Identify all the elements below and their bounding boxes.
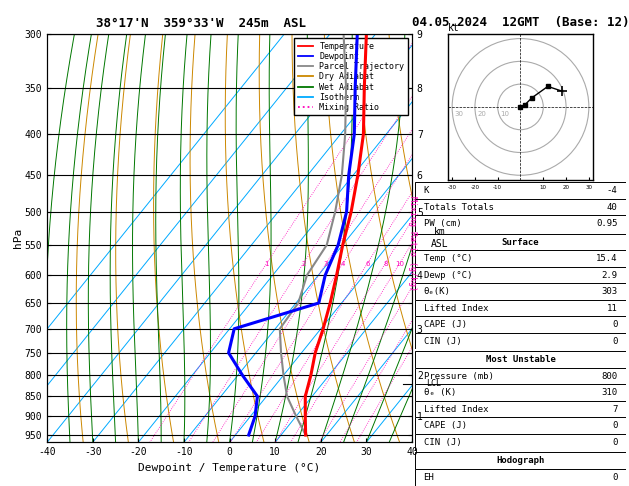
Text: 04.05.2024  12GMT  (Base: 12): 04.05.2024 12GMT (Base: 12)	[412, 16, 629, 29]
Text: 15.4: 15.4	[596, 254, 618, 263]
Text: 303: 303	[601, 287, 618, 296]
Text: PW (cm): PW (cm)	[423, 219, 461, 228]
Text: 0: 0	[612, 337, 618, 346]
Text: 8: 8	[383, 261, 387, 267]
Text: Surface: Surface	[502, 238, 539, 246]
Text: Dewp (°C): Dewp (°C)	[423, 271, 472, 279]
Text: 800: 800	[601, 372, 618, 381]
Text: 1: 1	[264, 261, 269, 267]
Text: θₑ(K): θₑ(K)	[423, 287, 450, 296]
Text: CIN (J): CIN (J)	[423, 337, 461, 346]
Text: CAPE (J): CAPE (J)	[423, 320, 467, 329]
Text: 310: 310	[601, 388, 618, 397]
Text: 11: 11	[607, 304, 618, 312]
Text: 20: 20	[477, 111, 486, 118]
Text: 0: 0	[612, 320, 618, 329]
Legend: Temperature, Dewpoint, Parcel Trajectory, Dry Adiabat, Wet Adiabat, Isotherm, Mi: Temperature, Dewpoint, Parcel Trajectory…	[294, 38, 408, 115]
Text: 15: 15	[422, 261, 431, 267]
Text: -4: -4	[607, 186, 618, 195]
Text: 0.95: 0.95	[596, 219, 618, 228]
Text: 2: 2	[301, 261, 306, 267]
Text: 38°17'N  359°33'W  245m  ASL: 38°17'N 359°33'W 245m ASL	[96, 17, 306, 30]
Text: CIN (J): CIN (J)	[423, 438, 461, 447]
Text: 10: 10	[500, 111, 509, 118]
Text: Mixing Ratio (g/kg): Mixing Ratio (g/kg)	[408, 195, 416, 291]
Text: kt: kt	[448, 23, 459, 33]
X-axis label: Dewpoint / Temperature (°C): Dewpoint / Temperature (°C)	[138, 463, 321, 473]
Text: 0: 0	[612, 473, 618, 482]
Text: 40: 40	[607, 203, 618, 211]
Text: 0: 0	[612, 438, 618, 447]
Text: 6: 6	[365, 261, 370, 267]
Text: Pressure (mb): Pressure (mb)	[423, 372, 493, 381]
Text: Lifted Index: Lifted Index	[423, 405, 488, 414]
Text: Hodograph: Hodograph	[496, 456, 545, 465]
Text: EH: EH	[423, 473, 434, 482]
Text: Most Unstable: Most Unstable	[486, 355, 555, 364]
Y-axis label: hPa: hPa	[13, 228, 23, 248]
Text: 30: 30	[454, 111, 464, 118]
Text: 3: 3	[324, 261, 328, 267]
Text: 10: 10	[395, 261, 404, 267]
Text: K: K	[423, 186, 429, 195]
Text: CAPE (J): CAPE (J)	[423, 421, 467, 430]
Text: 4: 4	[341, 261, 345, 267]
Text: Lifted Index: Lifted Index	[423, 304, 488, 312]
Y-axis label: km
ASL: km ASL	[431, 227, 448, 249]
Text: 0: 0	[612, 421, 618, 430]
Text: Temp (°C): Temp (°C)	[423, 254, 472, 263]
Text: 7: 7	[612, 405, 618, 414]
Text: Totals Totals: Totals Totals	[423, 203, 493, 211]
Text: LCL: LCL	[426, 379, 442, 388]
Text: θₑ (K): θₑ (K)	[423, 388, 456, 397]
Text: 2.9: 2.9	[601, 271, 618, 279]
